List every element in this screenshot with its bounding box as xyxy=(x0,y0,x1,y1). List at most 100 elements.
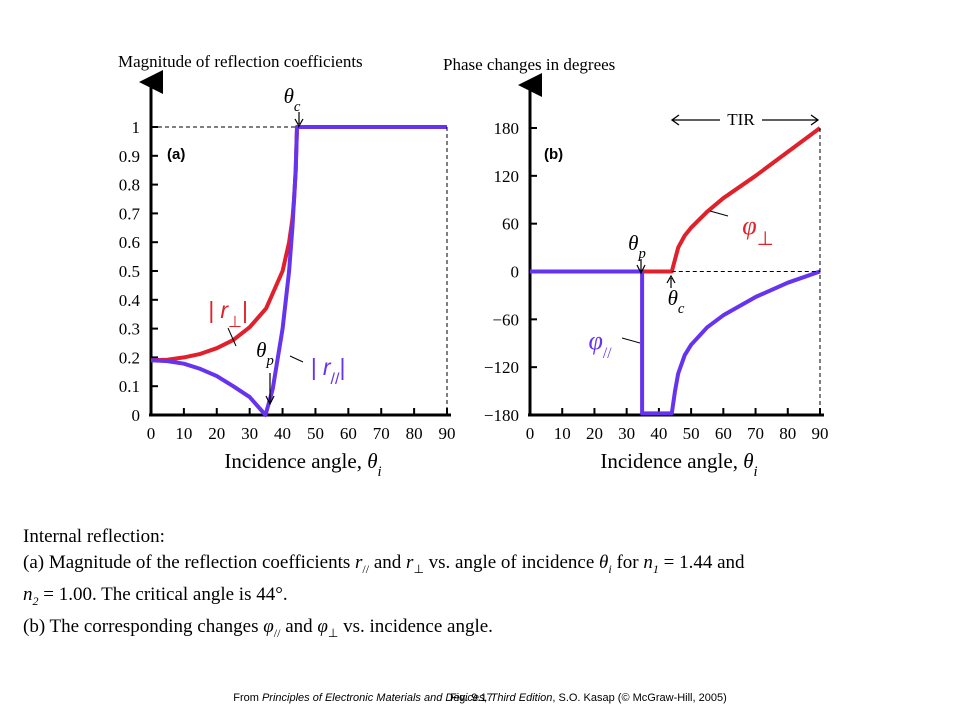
caption-line-1: Internal reflection: xyxy=(23,526,165,547)
caption-fragment: n xyxy=(643,552,653,573)
caption-fragment: φ xyxy=(263,615,274,637)
theta-p-arrow xyxy=(636,259,646,275)
x-tick-label: 50 xyxy=(683,424,700,443)
chart-title: Magnitude of reflection coefficients xyxy=(118,52,363,71)
source-from: From xyxy=(233,692,262,704)
caption-fragment: and xyxy=(369,552,407,573)
x-tick-label: 30 xyxy=(241,424,258,443)
x-tick-label: 0 xyxy=(526,424,535,443)
x-tick-label: 40 xyxy=(650,424,667,443)
caption-line-3: n2 = 1.00. The critical angle is 44°. xyxy=(23,582,953,614)
x-tick-label: 70 xyxy=(747,424,764,443)
x-tick-label: 80 xyxy=(779,424,796,443)
caption-fragment: r xyxy=(355,552,363,573)
panel-a: Magnitude of reflection coefficients 0 10 2… xyxy=(118,52,456,480)
y-tick-label: 0.5 xyxy=(119,262,140,281)
x-tick-label: 10 xyxy=(175,424,192,443)
x-tick-label: 80 xyxy=(406,424,423,443)
x-tick-label: 50 xyxy=(307,424,324,443)
caption-line-4: (b) The corresponding changes φ// and φ⊥… xyxy=(23,614,953,646)
caption-fragment: (b) The corresponding changes xyxy=(23,615,264,637)
y-tick-label: 0 xyxy=(132,406,141,425)
caption-fragment: 2 xyxy=(32,593,39,608)
caption-fragment: θ xyxy=(599,552,609,573)
caption-fragment: vs. angle of incidence xyxy=(423,552,600,573)
theta-c-label: θc xyxy=(284,84,301,115)
caption-fragment: for xyxy=(611,552,644,573)
phi-perp-leader xyxy=(709,210,729,217)
x-tick-label: 90 xyxy=(439,424,456,443)
x-tick-label: 60 xyxy=(715,424,732,443)
theta-c-label: θc xyxy=(668,286,685,317)
caption-fragment: n xyxy=(23,583,33,605)
series-line-parallel xyxy=(530,269,821,416)
source-credit: From Principles of Electronic Materials … xyxy=(0,692,960,704)
x-tick-label: 10 xyxy=(554,424,571,443)
caption-fragment: r xyxy=(406,552,414,573)
caption-fragment: ⊥ xyxy=(413,561,424,576)
y-tick-label: 0 xyxy=(511,263,520,282)
phi-par-label: φ// xyxy=(588,326,612,362)
y-tick-label: 60 xyxy=(502,215,519,234)
caption-fragment: φ xyxy=(317,615,328,637)
x-tick-label: 60 xyxy=(340,424,357,443)
y-tick-label: 0.9 xyxy=(119,147,140,166)
r-par-label: | r//| xyxy=(311,354,346,388)
chart-title: Phase changes in degrees xyxy=(443,55,615,74)
y-tick-label: 0.8 xyxy=(119,176,140,195)
series-line-perp xyxy=(150,125,447,363)
theta-p-label: θp xyxy=(256,338,274,369)
panel-b: Phase changes in degrees 0 10 20 30 40 50 60 70 8… xyxy=(443,55,829,480)
y-tick-label: −120 xyxy=(484,358,519,377)
y-tick-label: 0.7 xyxy=(119,204,141,223)
caption: Internal reflection: (a) Magnitude of th… xyxy=(23,524,953,645)
panel-label-b: (b) xyxy=(544,146,563,163)
phi-par-leader xyxy=(621,337,641,344)
y-tick-label: 0.3 xyxy=(119,320,140,339)
y-tick-label: 180 xyxy=(494,119,520,138)
tir-arrow xyxy=(670,114,820,126)
y-tick-label: 0.2 xyxy=(119,348,140,367)
x-tick-label: 0 xyxy=(147,424,156,443)
caption-fragment: = 1.00. The critical angle is 44°. xyxy=(38,583,288,605)
tir-label: TIR xyxy=(727,110,755,129)
theta-p-label: θp xyxy=(628,231,646,262)
panel-label-a: (a) xyxy=(167,146,185,163)
x-tick-label: 40 xyxy=(274,424,291,443)
y-tick-label: 0.1 xyxy=(119,377,140,396)
x-axis-label: Incidence angle, θi xyxy=(224,449,381,480)
x-tick-label: 70 xyxy=(373,424,390,443)
y-tick-label: −60 xyxy=(492,310,519,329)
y-tick-label: 120 xyxy=(494,167,520,186)
theta-c-arrow xyxy=(666,274,676,288)
r-par-leader xyxy=(289,355,304,363)
series-line-parallel xyxy=(150,125,447,417)
r-perp-label: | r⊥| xyxy=(208,297,248,331)
x-tick-label: 30 xyxy=(618,424,635,443)
caption-fragment: ⊥ xyxy=(327,625,339,640)
figure-number: Fig. 9.17 xyxy=(450,692,493,704)
phi-perp-label: φ⊥ xyxy=(742,211,773,250)
y-tick-label: 0.6 xyxy=(119,233,140,252)
r-perp-leader xyxy=(227,327,237,347)
caption-fragment: (a) Magnitude of the reflection coeffici… xyxy=(23,552,356,573)
source-author: , S.O. Kasap (© McGraw-Hill, 2005) xyxy=(552,692,727,704)
x-tick-label: 90 xyxy=(812,424,829,443)
y-tick-label: 0.4 xyxy=(119,291,141,310)
caption-fragment: 1 xyxy=(652,561,659,576)
source-book-title: Principles of Electronic Materials and D… xyxy=(261,692,553,704)
theta-p-arrow xyxy=(265,373,275,406)
caption-fragment: vs. incidence angle. xyxy=(338,615,493,637)
y-tick-label: −180 xyxy=(484,406,519,425)
figure: Magnitude of reflection coefficients 0 10 2… xyxy=(118,52,829,480)
theta-c-arrow xyxy=(294,112,304,128)
caption-fragment: = 1.44 and xyxy=(658,552,745,573)
x-tick-label: 20 xyxy=(208,424,225,443)
caption-fragment: // xyxy=(362,561,370,576)
caption-fragment: i xyxy=(608,561,612,576)
caption-line-2: (a) Magnitude of the reflection coeffici… xyxy=(23,550,953,582)
series-line-perp xyxy=(530,126,822,274)
caption-fragment: and xyxy=(280,615,318,637)
x-tick-label: 20 xyxy=(586,424,603,443)
x-axis-label: Incidence angle, θi xyxy=(600,449,757,480)
